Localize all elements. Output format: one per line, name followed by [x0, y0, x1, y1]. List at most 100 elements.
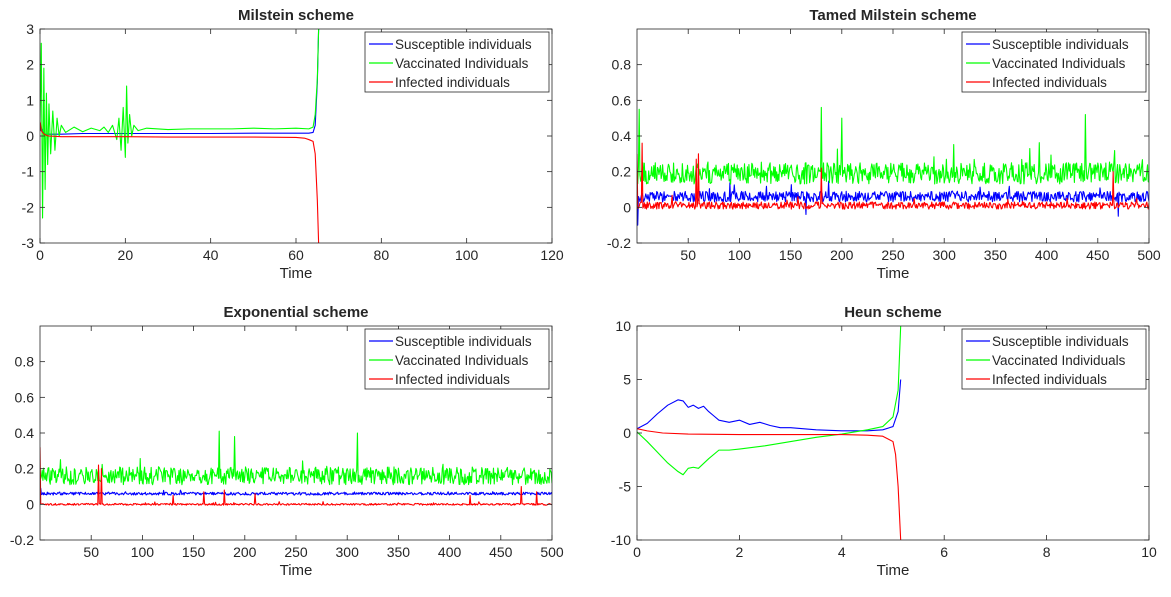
- y-tick-label: -5: [619, 479, 632, 495]
- plot-lines: [637, 106, 1149, 226]
- y-tick-label: 0.6: [15, 389, 35, 405]
- y-tick-label: 0: [26, 496, 34, 512]
- legend-label: Vaccinated Individuals: [395, 56, 529, 71]
- x-tick-label: 350: [387, 544, 411, 560]
- x-tick-label: 120: [540, 247, 564, 263]
- y-tick-label: -0.2: [607, 235, 631, 251]
- x-tick-label: 100: [728, 247, 752, 263]
- x-tick-label: 60: [288, 247, 304, 263]
- plot-lines: [40, 29, 320, 243]
- legend-box: [364, 328, 550, 390]
- x-tick-label: 250: [284, 544, 308, 560]
- x-tick-label: 50: [680, 247, 696, 263]
- y-tick-label: -2: [22, 199, 35, 215]
- x-tick-label: 80: [374, 247, 390, 263]
- x-tick-label: 8: [1043, 544, 1051, 560]
- x-tick-label: 450: [1086, 247, 1110, 263]
- x-tick-label: 400: [1035, 247, 1059, 263]
- chart-panel-milstein: Milstein scheme Time 0 20 40 60 80 100 120-3-2…: [22, 7, 564, 282]
- legend: Susceptible individuals Vaccinated Indivi…: [364, 328, 550, 390]
- legend: Susceptible individuals Vaccinated Indivi…: [961, 31, 1147, 93]
- x-tick-label: 10: [1141, 544, 1157, 560]
- series-line-2: [637, 326, 902, 476]
- x-tick-label: 100: [131, 544, 155, 560]
- y-tick-label: -0.2: [10, 532, 34, 548]
- plot-lines: [40, 430, 552, 506]
- x-tick-label: 2: [736, 544, 744, 560]
- y-tick-label: 0.6: [612, 92, 632, 108]
- x-tick-label: 200: [830, 247, 854, 263]
- chart-title: Heun scheme: [844, 304, 942, 321]
- y-tick-label: 0.4: [612, 128, 632, 144]
- chart-title: Tamed Milstein scheme: [809, 7, 976, 24]
- series-line-2: [40, 29, 320, 219]
- legend-box: [364, 31, 550, 93]
- y-tick-label: 0.2: [612, 164, 632, 180]
- series-line-3: [637, 428, 902, 540]
- plot-lines: [637, 326, 902, 540]
- chart-title: Milstein scheme: [238, 7, 354, 24]
- y-tick-label: -10: [611, 532, 631, 548]
- series-line-1: [637, 180, 1149, 226]
- legend: Susceptible individuals Vaccinated Indivi…: [961, 328, 1147, 390]
- x-tick-label: 200: [233, 544, 257, 560]
- y-tick-label: 1: [26, 92, 34, 108]
- series-line-3: [40, 447, 552, 506]
- legend: Susceptible individuals Vaccinated Indivi…: [364, 31, 550, 93]
- x-tick-label: 250: [881, 247, 905, 263]
- legend-label: Susceptible individuals: [395, 334, 532, 349]
- legend-label: Susceptible individuals: [395, 37, 532, 52]
- legend-box: [961, 328, 1147, 390]
- y-tick-label: 0: [623, 199, 631, 215]
- series-line-3: [40, 121, 320, 243]
- x-tick-label: 50: [83, 544, 99, 560]
- y-tick-label: 0: [623, 425, 631, 441]
- chart-panel-tamed-milstein: Tamed Milstein scheme Time 50 100 150 200 25…: [607, 7, 1161, 282]
- legend-label: Vaccinated Individuals: [395, 353, 529, 368]
- legend-label: Vaccinated Individuals: [992, 353, 1126, 368]
- legend-label: Infected individuals: [992, 75, 1107, 90]
- legend-label: Susceptible individuals: [992, 334, 1129, 349]
- x-tick-label: 0: [633, 544, 641, 560]
- x-tick-label: 6: [940, 544, 948, 560]
- x-tick-label: 100: [455, 247, 479, 263]
- chart-panel-exponential: Exponential scheme Time 50 100 150 200 250 30…: [10, 304, 564, 579]
- y-tick-label: 10: [615, 318, 631, 334]
- x-tick-label: 40: [203, 247, 219, 263]
- legend-label: Vaccinated Individuals: [992, 56, 1126, 71]
- series-line-2: [637, 106, 1149, 185]
- x-axis-label: Time: [280, 562, 313, 579]
- x-tick-label: 150: [182, 544, 206, 560]
- x-tick-label: 500: [1137, 247, 1161, 263]
- x-tick-label: 500: [540, 544, 564, 560]
- x-tick-label: 300: [336, 544, 360, 560]
- series-line-3: [637, 142, 1149, 210]
- y-tick-label: 3: [26, 21, 34, 37]
- legend-label: Infected individuals: [395, 372, 510, 387]
- y-tick-label: 0.8: [15, 354, 35, 370]
- x-tick-label: 450: [489, 544, 513, 560]
- y-tick-label: 2: [26, 57, 34, 73]
- x-tick-label: 0: [36, 247, 44, 263]
- x-tick-label: 300: [933, 247, 957, 263]
- y-tick-label: 0.4: [15, 425, 35, 441]
- legend-box: [961, 31, 1147, 93]
- x-tick-label: 150: [779, 247, 803, 263]
- x-axis-label: Time: [877, 265, 910, 282]
- x-tick-label: 350: [984, 247, 1008, 263]
- series-line-1: [40, 487, 552, 496]
- x-axis-label: Time: [877, 562, 910, 579]
- x-axis-label: Time: [280, 265, 313, 282]
- series-line-2: [40, 430, 552, 486]
- legend-label: Susceptible individuals: [992, 37, 1129, 52]
- legend-label: Infected individuals: [395, 75, 510, 90]
- y-tick-label: -1: [22, 164, 35, 180]
- x-tick-label: 4: [838, 544, 846, 560]
- chart-panel-heun: Heun scheme Time 0 2 4 6 8 10 -10 -5 0 5 10 Suscept…: [611, 304, 1157, 579]
- y-tick-label: 0.2: [15, 461, 35, 477]
- y-tick-label: 0.8: [612, 57, 632, 73]
- y-tick-label: 5: [623, 372, 631, 388]
- y-tick-label: 0: [26, 128, 34, 144]
- chart-title: Exponential scheme: [223, 304, 368, 321]
